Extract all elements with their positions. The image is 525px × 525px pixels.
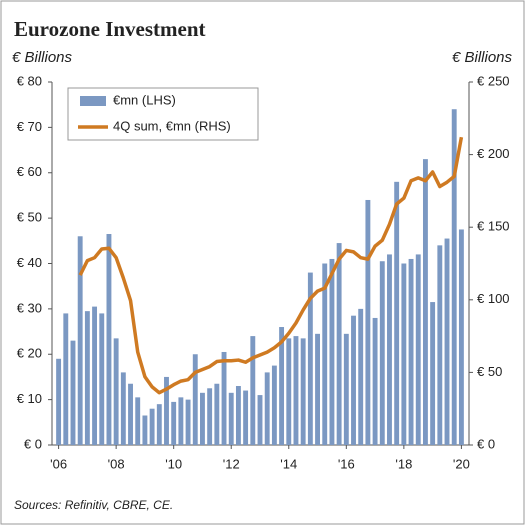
bar <box>387 254 392 445</box>
y-tick-label: € 60 <box>17 164 42 179</box>
bar <box>408 258 414 445</box>
bar <box>279 327 285 445</box>
bar <box>70 340 76 445</box>
y2-tick-label: € 0 <box>477 436 495 451</box>
bar <box>84 311 90 445</box>
bar <box>171 401 177 445</box>
bar <box>300 338 306 445</box>
bar <box>358 308 364 445</box>
x-tick-label: '16 <box>338 456 355 471</box>
y2-tick-label: € 150 <box>477 219 510 234</box>
bar <box>286 338 292 445</box>
y-tick-label: € 50 <box>17 210 42 225</box>
bar <box>257 395 263 445</box>
bar <box>250 336 256 445</box>
bar <box>185 399 191 445</box>
bar <box>379 261 385 445</box>
x-tick-label: '10 <box>165 456 182 471</box>
x-tick-label: '14 <box>280 456 297 471</box>
bar <box>142 415 148 445</box>
bar <box>135 397 141 445</box>
bar <box>437 245 443 445</box>
bar <box>322 263 328 445</box>
bar <box>149 408 155 445</box>
x-tick-label: '20 <box>453 456 470 471</box>
bar <box>164 376 169 445</box>
bar <box>178 397 184 445</box>
bar <box>228 392 234 445</box>
bar <box>264 372 270 445</box>
bar <box>113 338 119 445</box>
bar <box>214 383 220 445</box>
bar <box>336 243 342 445</box>
bar <box>235 386 241 445</box>
legend-swatch <box>80 96 106 106</box>
bar <box>106 234 112 445</box>
y2-tick-label: € 50 <box>477 364 502 379</box>
chart-title: Eurozone Investment <box>14 17 206 41</box>
bar <box>56 358 62 445</box>
source: Sources: Refinitiv, CBRE, CE. <box>14 498 173 512</box>
bar <box>458 229 464 445</box>
bar <box>207 388 213 445</box>
x-tick-label: '12 <box>223 456 240 471</box>
y-tick-label: € 80 <box>17 73 42 88</box>
bar <box>444 238 450 445</box>
y-tick-label: € 10 <box>17 391 42 406</box>
bar <box>315 333 320 445</box>
bar <box>293 336 299 445</box>
bar <box>99 313 105 445</box>
legend-label: 4Q sum, €mn (RHS) <box>113 118 231 133</box>
bar <box>120 372 126 445</box>
y-axis-label: € Billions <box>12 49 73 66</box>
line <box>78 136 464 395</box>
bar <box>221 351 227 445</box>
bar <box>156 404 162 445</box>
y-tick-label: € 20 <box>17 346 42 361</box>
bar <box>343 333 349 445</box>
bar <box>351 315 356 445</box>
x-tick-label: '18 <box>395 456 412 471</box>
legend-label: €mn (LHS) <box>113 92 176 107</box>
bar <box>192 354 198 445</box>
bar <box>63 313 69 445</box>
y2-tick-label: € 100 <box>477 291 510 306</box>
y-tick-label: € 0 <box>24 436 42 451</box>
y2-tick-label: € 200 <box>477 146 510 161</box>
x-tick-label: '06 <box>50 456 67 471</box>
bar <box>422 159 428 445</box>
bar <box>77 236 83 445</box>
bar <box>365 199 371 445</box>
y2-tick-label: € 250 <box>477 73 510 88</box>
bar <box>401 263 407 445</box>
bar <box>307 272 313 445</box>
bar <box>415 254 421 445</box>
bar <box>451 109 457 445</box>
x-tick-label: '08 <box>108 456 125 471</box>
bar <box>92 306 98 445</box>
bar <box>243 390 249 445</box>
bar <box>271 365 277 445</box>
y2-axis-label: € Billions <box>452 49 513 66</box>
y-tick-label: € 40 <box>17 255 42 270</box>
y-tick-label: € 30 <box>17 300 42 315</box>
bar <box>430 302 436 445</box>
bar <box>394 181 400 445</box>
y-tick-label: € 70 <box>17 119 42 134</box>
bar <box>372 317 378 445</box>
bar <box>128 383 133 445</box>
bar <box>329 258 335 445</box>
bar <box>200 392 205 445</box>
